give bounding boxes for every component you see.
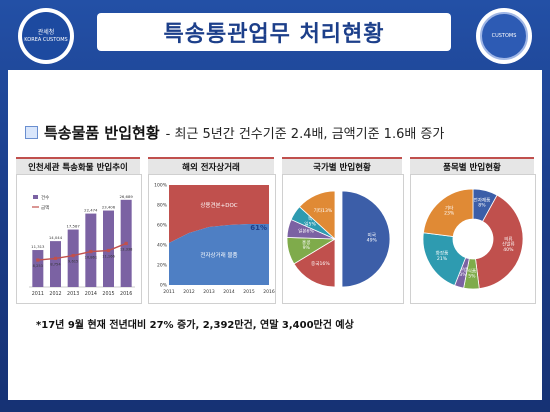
bar [50, 241, 61, 287]
panel-header-3: 국가별 반입현황 [282, 157, 402, 175]
pie-slice-label: 기타13% [314, 207, 333, 214]
pie-slice-label: 전자제품 8% [473, 197, 490, 209]
content-area: 특송물품 반입현황 - 최근 5년간 건수기준 2.4배, 금액기준 1.6배 … [8, 70, 542, 400]
legend-swatch-count [33, 195, 38, 199]
bar-data-label: 26,689 [120, 194, 134, 199]
series-label-ecommerce: 전자상거래 물품 [200, 251, 237, 259]
legend-label-amount: 금액 [41, 204, 49, 211]
right-logo-label: CUSTOMS [491, 33, 517, 39]
bar-chart: 11,313 2011 14,044 2012 17,587 2013 22,474 2014… [29, 194, 135, 297]
bar-data-label: 23,406 [102, 205, 116, 210]
headline-sub: - 최근 5년간 건수기준 2.4배, 금액기준 1.6배 증가 [165, 127, 445, 142]
x-tick-label: 2011 [32, 291, 44, 297]
x-tick-label: 2016 [263, 289, 275, 295]
customs-logo-right: CUSTOMS [476, 8, 532, 64]
bar [67, 229, 79, 287]
footnote: *17년 9월 현재 전년대비 27% 증가, 2,392만건, 연말 3,40… [36, 320, 354, 331]
headline-main: 특송물품 반입현황 [44, 124, 160, 142]
legend-label-count: 건수 [41, 194, 49, 201]
bar-data-label: 14,044 [49, 235, 63, 240]
panel-header-2: 해외 전자상거래 [148, 157, 274, 175]
line-point [53, 256, 58, 261]
area-chart: 0% 20% 40% 60% 80% 100% 2011 2012 2013 2014 2015 20… [154, 183, 275, 296]
line-point [36, 258, 40, 262]
panel-header-4: 품목별 반입현황 [410, 157, 534, 175]
pie-slice [422, 188, 474, 237]
line-data-label: 10,861 [85, 256, 98, 260]
line-point [71, 253, 75, 258]
left-logo-sub: KOREA CUSTOMS [24, 36, 68, 43]
bar-data-label: 11,313 [31, 244, 45, 249]
pie-slice [475, 194, 524, 290]
pie-slice-label: 의류 신발류 40% [502, 236, 515, 253]
bar-data-label: 22,474 [84, 208, 98, 213]
pie-slice-label: 홍콩 9% [302, 239, 311, 251]
line-series [37, 242, 127, 261]
item-pie-panel: 전자제품 8% 의류 신발류 40% 식품 5% 가방 3% 화장품 21% 기타 23% [410, 174, 536, 304]
pie-slice-label: 가방 3% [459, 266, 468, 278]
line-point [124, 241, 128, 246]
y-tick-label: 100% [154, 183, 168, 189]
left-logo-label: 관세청 [37, 29, 55, 37]
y-tick-label: 60% [157, 223, 168, 229]
pie-slice-label: 일본6% [298, 227, 314, 234]
pie-slice-label: 기타 23% [444, 204, 455, 216]
x-tick-label: 2012 [183, 289, 195, 295]
x-tick-label: 2014 [85, 291, 97, 297]
pie-slice [341, 190, 391, 288]
x-tick-label: 2015 [102, 291, 114, 297]
area-series-doc [169, 185, 269, 243]
headline: 특송물품 반입현황 - 최근 5년간 건수기준 2.4배, 금액기준 1.6배 … [25, 122, 444, 143]
area-chart-panel: 0% 20% 40% 60% 80% 100% 2011 2012 2013 2014 2015 20… [148, 174, 276, 304]
line-data-label: 11,166 [102, 255, 115, 259]
item-pie-chart: 전자제품 8% 의류 신발류 40% 식품 5%가방 3% 화장품 21% 기타 23% [422, 188, 524, 290]
pie-slice-label: 식품 5% [468, 267, 477, 279]
x-tick-label: 2012 [49, 291, 61, 297]
x-tick-label: 2013 [203, 289, 215, 295]
bar-chart-panel: 11,313 2011 14,044 2012 17,587 2013 22,474 2014… [16, 174, 142, 304]
pie-slice [298, 190, 336, 240]
bullet-square-icon [25, 126, 38, 139]
x-tick-label: 2015 [243, 289, 255, 295]
pie-slice-label: 화장품 21% [436, 250, 449, 262]
x-tick-label: 2011 [163, 289, 175, 295]
x-tick-label: 2013 [67, 291, 79, 297]
pie-slice-label: 중국16% [311, 261, 330, 267]
bar [32, 250, 44, 287]
line-data-label: 8,253 [33, 264, 43, 268]
line-point [89, 249, 93, 254]
x-tick-label: 2014 [223, 289, 235, 295]
panel-header-1: 인천세관 특송화물 반입추이 [16, 157, 140, 175]
customs-logo-left: 관세청 KOREA CUSTOMS [18, 8, 74, 64]
pie-slice-label: 미국 49% [367, 231, 378, 243]
country-pie-panel: 미국 49% 중국16% 홍콩 9% 일본6% 독 일5% 기타13% [282, 174, 404, 304]
x-tick-label: 2016 [120, 291, 132, 297]
line-point [106, 248, 111, 253]
area-series-ecommerce [169, 224, 269, 285]
pie-slice-label: 독 일5% [304, 216, 316, 227]
series-label-doc: 상용견본+DOC [200, 201, 237, 209]
line-data-label: 9,615 [68, 260, 78, 264]
annotation-label: 61% [250, 224, 267, 232]
y-tick-label: 20% [157, 263, 168, 269]
pie-slice [293, 238, 336, 288]
y-tick-label: 0% [160, 283, 168, 289]
y-tick-label: 40% [157, 243, 168, 249]
bar-data-label: 17,587 [67, 224, 81, 229]
y-tick-label: 80% [157, 203, 168, 209]
line-data-label: 13,338 [120, 247, 133, 251]
country-pie-chart: 미국 49% 중국16% 홍콩 9% 일본6%독 일5% 기타13% [286, 190, 391, 288]
bar [103, 210, 114, 287]
title-box: 특송통관업무 처리현황 [97, 13, 451, 51]
page-title: 특송통관업무 처리현황 [163, 22, 385, 47]
line-data-label: 8,754 [50, 262, 61, 266]
